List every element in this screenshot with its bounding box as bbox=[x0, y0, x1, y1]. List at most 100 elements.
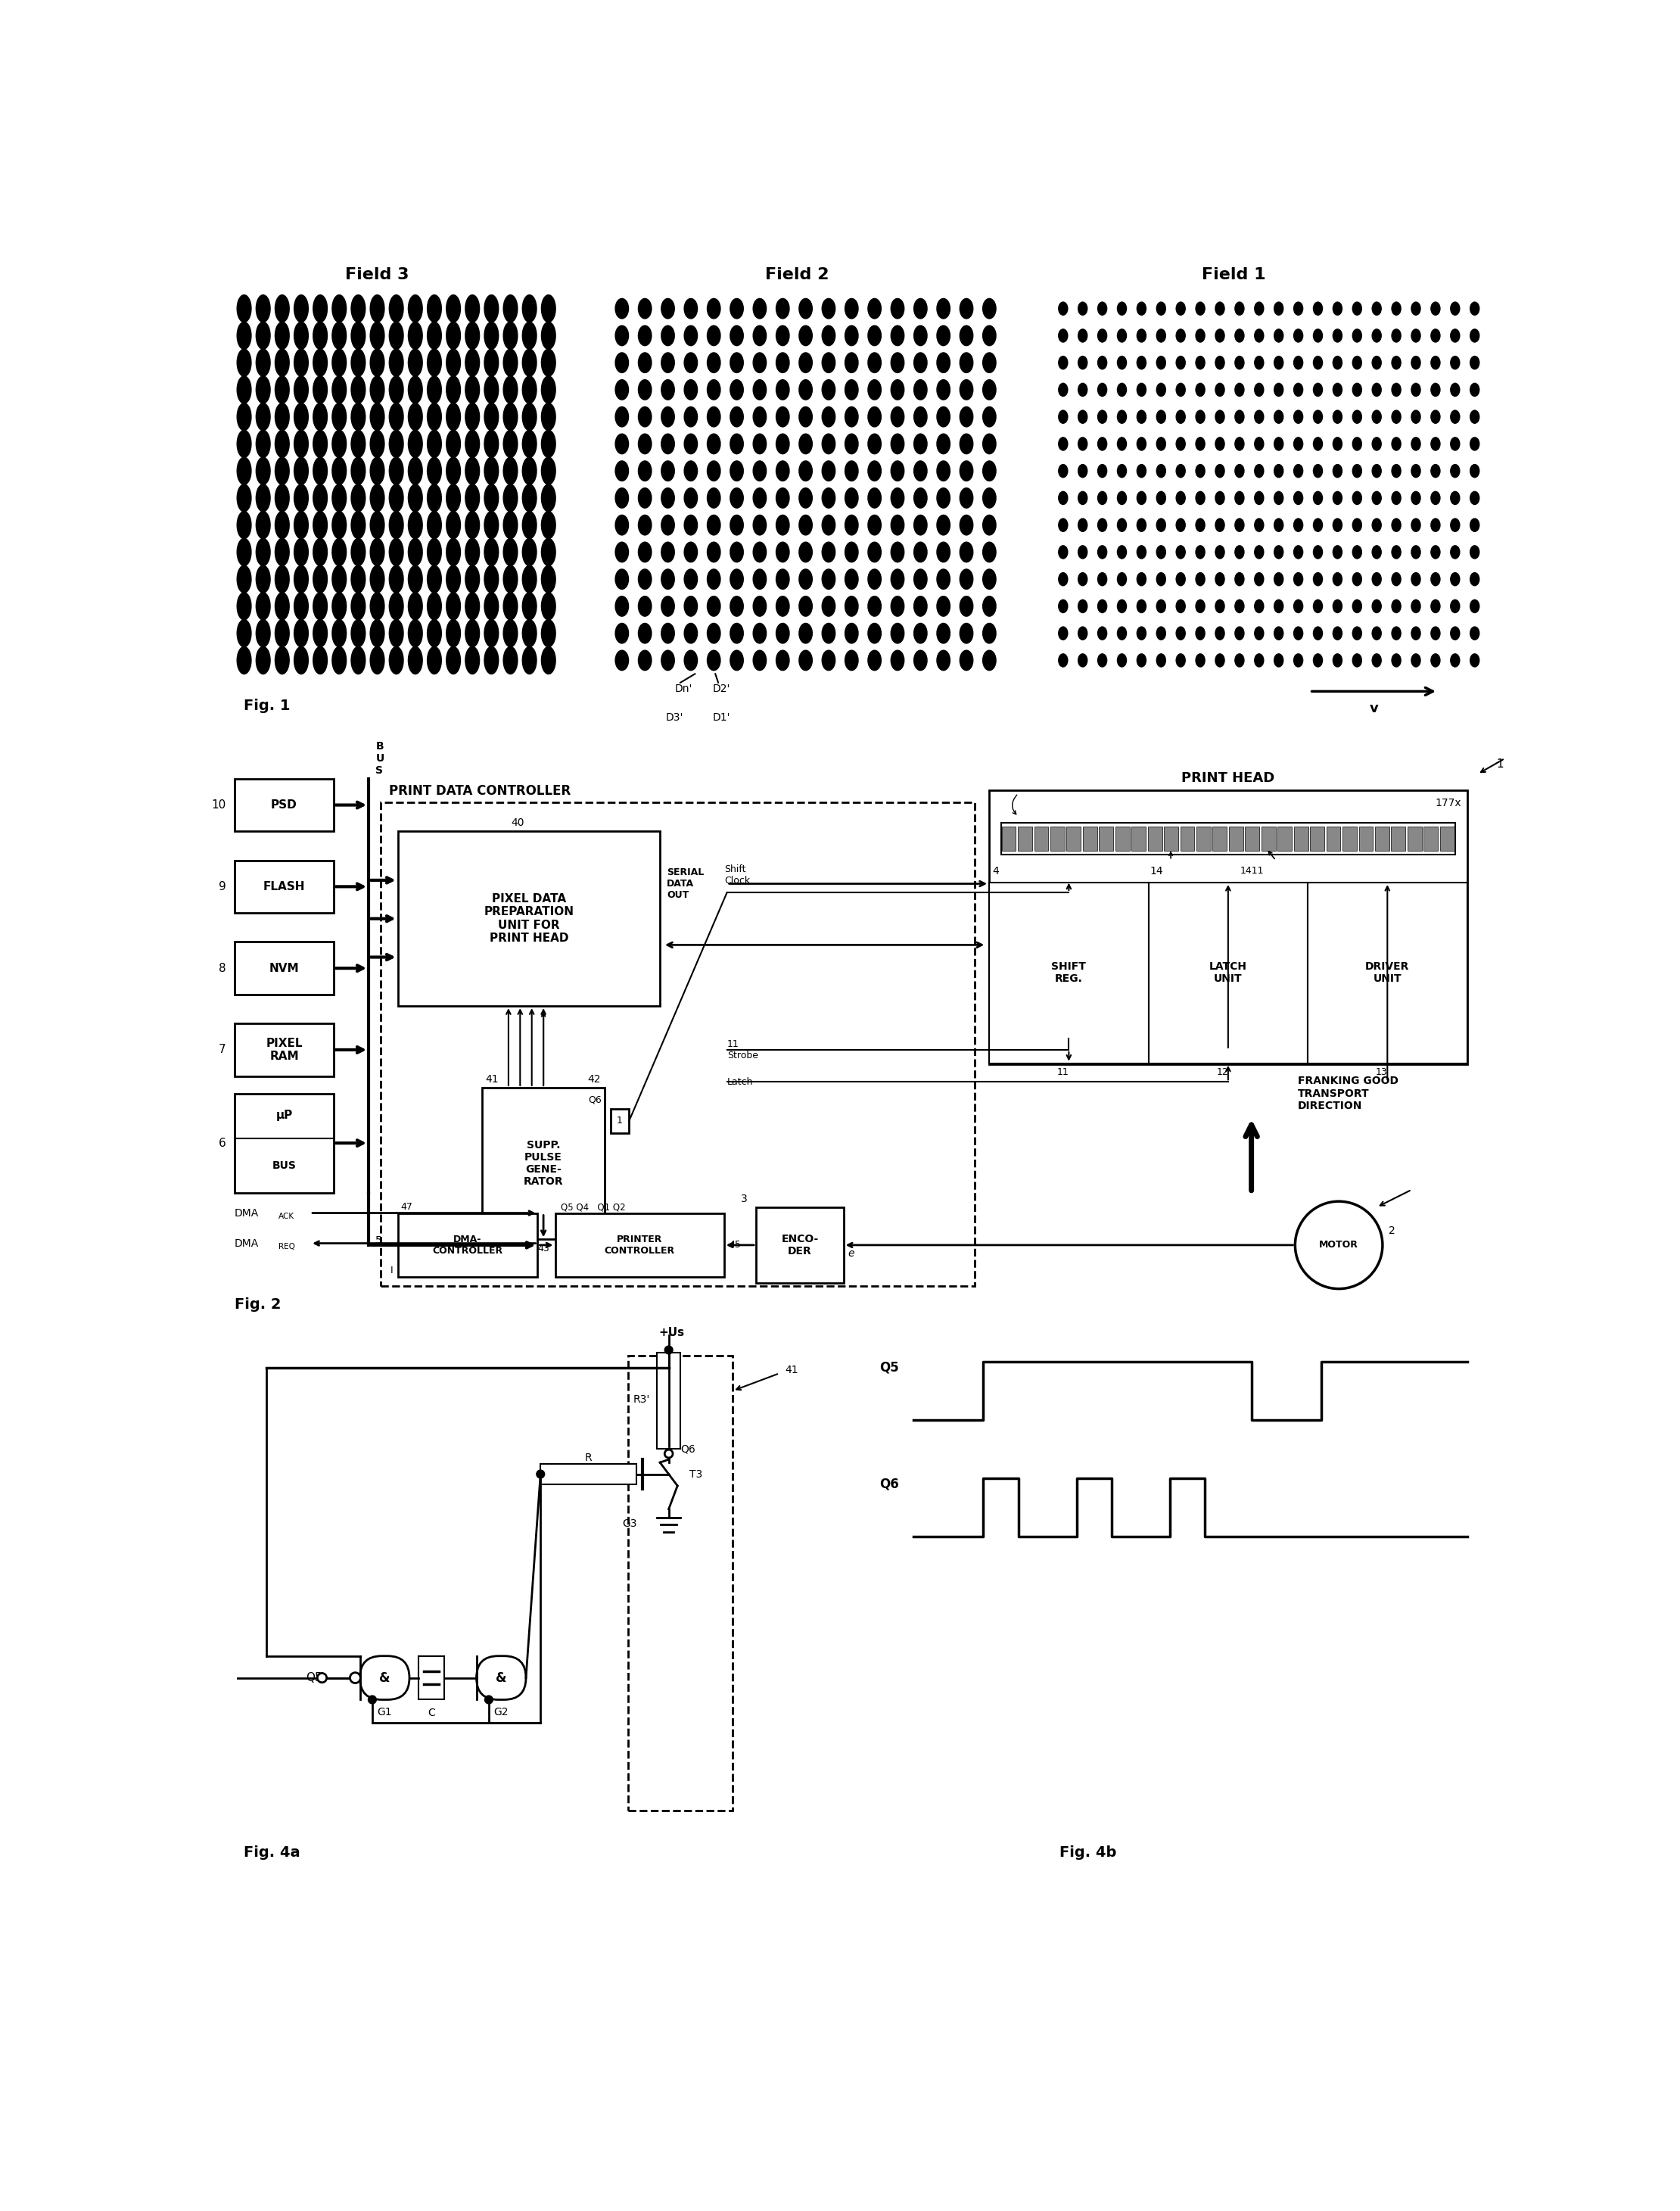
Ellipse shape bbox=[660, 568, 675, 590]
Ellipse shape bbox=[1332, 438, 1342, 451]
Ellipse shape bbox=[1312, 652, 1322, 668]
Ellipse shape bbox=[484, 511, 499, 539]
Ellipse shape bbox=[388, 511, 403, 539]
Ellipse shape bbox=[776, 325, 790, 347]
Ellipse shape bbox=[983, 380, 996, 400]
Ellipse shape bbox=[1136, 301, 1146, 316]
Ellipse shape bbox=[1156, 546, 1166, 559]
Bar bbox=[235, 942, 334, 995]
Ellipse shape bbox=[729, 433, 744, 455]
Ellipse shape bbox=[1253, 356, 1263, 369]
Ellipse shape bbox=[370, 294, 385, 323]
Ellipse shape bbox=[294, 593, 309, 621]
Ellipse shape bbox=[445, 593, 460, 621]
Ellipse shape bbox=[959, 460, 973, 482]
Ellipse shape bbox=[753, 515, 766, 535]
Ellipse shape bbox=[1450, 383, 1460, 396]
Bar bbox=[1307, 882, 1467, 1063]
Text: DMA: DMA bbox=[235, 1207, 259, 1218]
Ellipse shape bbox=[845, 486, 858, 509]
Ellipse shape bbox=[936, 486, 951, 509]
Ellipse shape bbox=[1470, 409, 1480, 425]
Ellipse shape bbox=[255, 646, 270, 674]
Ellipse shape bbox=[983, 624, 996, 643]
Ellipse shape bbox=[1235, 301, 1245, 316]
Ellipse shape bbox=[1097, 464, 1107, 478]
Ellipse shape bbox=[274, 349, 289, 376]
Ellipse shape bbox=[638, 568, 652, 590]
Ellipse shape bbox=[1411, 383, 1421, 396]
Ellipse shape bbox=[1194, 329, 1205, 343]
Ellipse shape bbox=[822, 460, 835, 482]
Ellipse shape bbox=[822, 650, 835, 670]
Ellipse shape bbox=[707, 460, 721, 482]
Ellipse shape bbox=[1273, 409, 1284, 425]
Ellipse shape bbox=[1391, 301, 1401, 316]
Ellipse shape bbox=[959, 650, 973, 670]
Ellipse shape bbox=[427, 484, 442, 513]
Ellipse shape bbox=[255, 566, 270, 593]
Ellipse shape bbox=[1194, 599, 1205, 612]
Ellipse shape bbox=[845, 352, 858, 374]
Ellipse shape bbox=[255, 349, 270, 376]
Text: FLASH: FLASH bbox=[264, 880, 306, 893]
Ellipse shape bbox=[890, 650, 904, 670]
Ellipse shape bbox=[615, 433, 628, 455]
Bar bbox=[418, 1656, 445, 1700]
Ellipse shape bbox=[388, 349, 403, 376]
Ellipse shape bbox=[274, 376, 289, 405]
Ellipse shape bbox=[1273, 383, 1284, 396]
Bar bbox=[235, 778, 334, 831]
Ellipse shape bbox=[1117, 409, 1127, 425]
Ellipse shape bbox=[1371, 383, 1381, 396]
Ellipse shape bbox=[1156, 409, 1166, 425]
Ellipse shape bbox=[1332, 517, 1342, 533]
Ellipse shape bbox=[237, 484, 252, 513]
Ellipse shape bbox=[1235, 517, 1245, 533]
Ellipse shape bbox=[1097, 329, 1107, 343]
Ellipse shape bbox=[1371, 356, 1381, 369]
Ellipse shape bbox=[1253, 491, 1263, 504]
Text: D2': D2' bbox=[712, 683, 731, 694]
Ellipse shape bbox=[615, 595, 628, 617]
Ellipse shape bbox=[1215, 464, 1225, 478]
Ellipse shape bbox=[684, 650, 697, 670]
Ellipse shape bbox=[351, 619, 366, 648]
Ellipse shape bbox=[753, 380, 766, 400]
Ellipse shape bbox=[615, 542, 628, 562]
Ellipse shape bbox=[1194, 438, 1205, 451]
Ellipse shape bbox=[522, 402, 538, 431]
Text: 41: 41 bbox=[486, 1075, 499, 1086]
Ellipse shape bbox=[1294, 356, 1304, 369]
Ellipse shape bbox=[351, 349, 366, 376]
Ellipse shape bbox=[1136, 626, 1146, 641]
Ellipse shape bbox=[1194, 652, 1205, 668]
Text: DMA: DMA bbox=[235, 1238, 259, 1249]
Ellipse shape bbox=[1156, 599, 1166, 612]
Ellipse shape bbox=[1371, 517, 1381, 533]
Ellipse shape bbox=[522, 646, 538, 674]
Ellipse shape bbox=[798, 352, 813, 374]
Text: 2: 2 bbox=[1388, 1225, 1394, 1236]
Ellipse shape bbox=[294, 376, 309, 405]
Ellipse shape bbox=[753, 595, 766, 617]
Ellipse shape bbox=[867, 352, 882, 374]
Ellipse shape bbox=[370, 566, 385, 593]
Ellipse shape bbox=[1058, 652, 1068, 668]
Text: Latch: Latch bbox=[727, 1077, 753, 1088]
Ellipse shape bbox=[351, 593, 366, 621]
Ellipse shape bbox=[798, 624, 813, 643]
Ellipse shape bbox=[1470, 438, 1480, 451]
Ellipse shape bbox=[370, 646, 385, 674]
Text: SHIFT
REG.: SHIFT REG. bbox=[1052, 962, 1087, 984]
Ellipse shape bbox=[1097, 599, 1107, 612]
Bar bbox=[1018, 827, 1032, 851]
Ellipse shape bbox=[798, 433, 813, 455]
Ellipse shape bbox=[1470, 626, 1480, 641]
Ellipse shape bbox=[1391, 573, 1401, 586]
Ellipse shape bbox=[331, 402, 346, 431]
Ellipse shape bbox=[445, 321, 460, 349]
Ellipse shape bbox=[1470, 599, 1480, 612]
Ellipse shape bbox=[890, 595, 904, 617]
Ellipse shape bbox=[522, 566, 538, 593]
